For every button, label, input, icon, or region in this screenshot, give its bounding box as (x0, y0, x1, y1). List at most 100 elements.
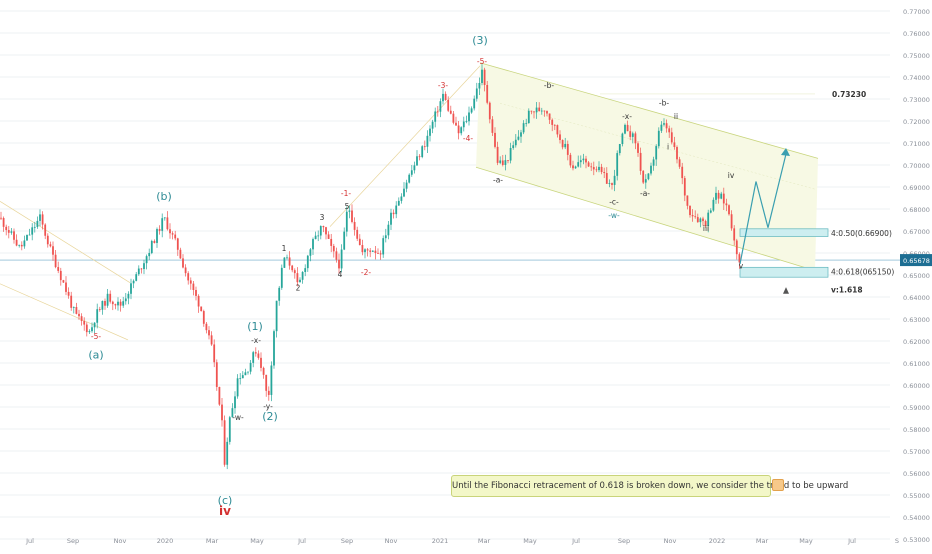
candle-body (481, 69, 483, 84)
wave-label: iv (728, 171, 735, 180)
x-tick-label: 2021 (432, 537, 449, 545)
candle-body (57, 267, 60, 271)
wave-label: -2- (361, 268, 371, 277)
candle-body (384, 235, 387, 239)
candle-body (179, 249, 182, 259)
candle-body (431, 121, 434, 129)
candle-body (197, 295, 200, 307)
candle-body (673, 142, 676, 148)
candle-body (569, 154, 572, 166)
trendline-a (0, 201, 131, 283)
candle-body (111, 301, 114, 305)
channel-mid (499, 103, 816, 190)
time-axis[interactable]: Jul Sep Nov 2020 Mar May Jul Sep Nov 2021 Mar May Ju… (25, 537, 899, 545)
x-tick-label: 2020 (157, 537, 174, 545)
candle-body (148, 253, 151, 257)
wave-label: -b- (659, 99, 669, 108)
candle-body (343, 231, 346, 250)
analysis-note[interactable]: Until the Fibonacci retracement of 0.618… (451, 475, 848, 497)
wave-label: (b) (156, 190, 172, 203)
candle-body (322, 226, 325, 228)
candle-body (699, 218, 702, 223)
candle-body (647, 173, 650, 180)
candle-body (127, 293, 130, 299)
candle-body (582, 158, 585, 161)
price-axis[interactable]: 0.53000 0.54000 0.55000 0.56000 0.57000 0.580… (900, 8, 932, 544)
candle-body (13, 231, 15, 240)
candle-body (158, 229, 161, 231)
candle-body (75, 307, 78, 314)
candle-body (574, 166, 577, 169)
candle-body (702, 218, 704, 222)
candle-body (145, 256, 148, 264)
candle-body (691, 215, 694, 217)
candle-body (353, 221, 356, 230)
candle-body (722, 193, 725, 204)
wave-label: -x- (622, 112, 632, 121)
wave-label: -w- (608, 211, 620, 220)
candle-body (522, 123, 525, 133)
x-tick-label: May (250, 537, 264, 545)
candle-body (98, 309, 101, 311)
candle-body (475, 88, 478, 99)
candle-body (314, 235, 317, 240)
candle-body (405, 182, 408, 189)
y-tick-label: 0.60000 (903, 382, 930, 390)
candle-body (176, 238, 179, 250)
y-tick-label: 0.77000 (903, 8, 930, 16)
candle-body (434, 111, 437, 122)
candle-body (5, 226, 8, 231)
note-icon[interactable] (772, 479, 784, 491)
candle-body (36, 220, 39, 227)
candle-body (512, 145, 515, 148)
candle-body (462, 121, 465, 128)
candle-body (208, 330, 210, 336)
y-tick-label: 0.65000 (903, 272, 930, 280)
candle-body (626, 124, 629, 132)
candle-body (364, 249, 366, 253)
candle-body (15, 239, 18, 246)
candle-body (499, 160, 502, 163)
candle-body (585, 158, 587, 163)
candle-body (262, 367, 265, 375)
candle-body (150, 240, 153, 254)
candle-body (444, 93, 447, 100)
candle-body (735, 240, 738, 255)
candle-body (587, 162, 590, 167)
candle-body (33, 226, 36, 228)
candle-body (707, 212, 710, 227)
candle-body (382, 238, 385, 255)
candle-body (561, 140, 564, 148)
x-tick-label: Mar (206, 537, 219, 545)
candle-body (504, 160, 507, 165)
trendline-c (329, 63, 483, 227)
candle-body (223, 420, 226, 465)
candle-body (163, 217, 166, 219)
candle-body (546, 111, 548, 114)
wave-label: -a- (493, 176, 503, 185)
wave-label: i (667, 143, 669, 152)
candle-body (709, 210, 712, 213)
candle-body (187, 273, 190, 281)
candle-body (548, 113, 551, 120)
candle-body (26, 234, 28, 241)
x-tick-label: Sep (341, 537, 353, 545)
wave-label: (c) (218, 494, 233, 507)
candle-body (249, 362, 252, 372)
candle-body (221, 404, 223, 421)
candle-body (135, 274, 138, 281)
candle-body (494, 132, 496, 147)
candle-body (0, 217, 2, 219)
candle-body (254, 352, 257, 354)
candle-body (704, 221, 707, 227)
candle-body (468, 112, 470, 122)
candle-body (260, 357, 262, 368)
candle-body (439, 101, 442, 112)
candle-body (634, 133, 637, 144)
candle-body (335, 251, 338, 260)
candle-body (650, 165, 652, 174)
y-tick-label: 0.55000 (903, 492, 930, 500)
x-tick-label: Sep (67, 537, 79, 545)
